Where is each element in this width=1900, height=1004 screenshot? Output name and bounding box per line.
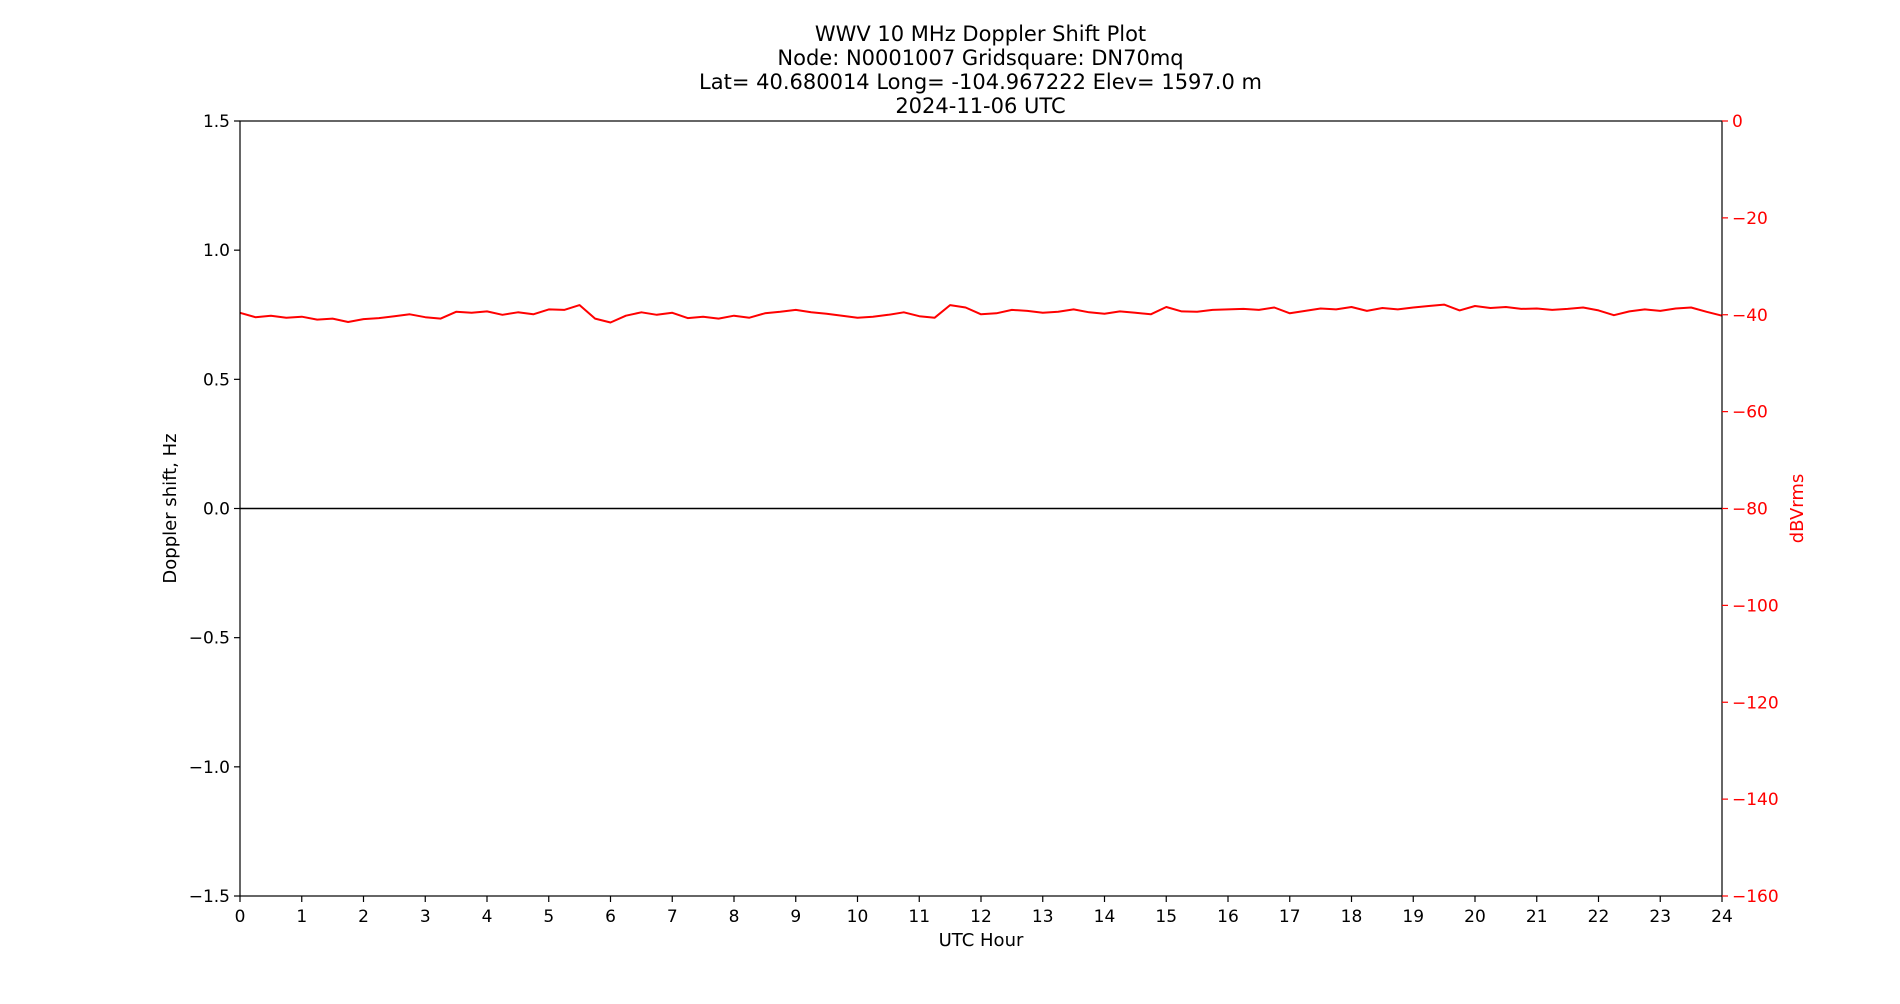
x-tick-label: 22: [1588, 907, 1610, 927]
x-axis-label: UTC Hour: [939, 930, 1024, 951]
chart-subtitle-node: Node: N0001007 Gridsquare: DN70mq: [777, 46, 1184, 70]
y-axis-label: Doppler shift, Hz: [160, 433, 181, 583]
y2-axis-label: dBVrms: [1787, 474, 1808, 544]
y2-tick-label: −80: [1732, 500, 1768, 520]
y-tick-label: 0.0: [203, 500, 230, 520]
x-tick-label: 2: [358, 907, 369, 927]
y2-axis-ticks: 0 −20 −40 −60 −80 −100 −120 −140 −160: [1722, 112, 1779, 907]
y2-tick-label: −20: [1732, 209, 1768, 229]
x-tick-label: 5: [543, 907, 554, 927]
x-tick-label: 17: [1279, 907, 1301, 927]
chart-subtitle-date: 2024-11-06 UTC: [895, 94, 1066, 118]
y-tick-label: −1.5: [189, 887, 230, 907]
y2-tick-label: 0: [1732, 112, 1743, 132]
x-tick-label: 12: [970, 907, 992, 927]
x-axis-ticks: 0 1 2 3 4 5 6 7 8 9 10 11 12 13 14 15 16 17 18 19 20 21 22 23 24: [235, 896, 1733, 927]
x-tick-label: 19: [1402, 907, 1424, 927]
y2-tick-label: −60: [1732, 403, 1768, 423]
x-tick-label: 18: [1341, 907, 1363, 927]
x-tick-label: 14: [1094, 907, 1116, 927]
y2-tick-label: −120: [1732, 693, 1779, 713]
y2-tick-label: −140: [1732, 790, 1779, 810]
x-tick-label: 7: [667, 907, 678, 927]
x-tick-label: 24: [1711, 907, 1733, 927]
x-tick-label: 15: [1155, 907, 1177, 927]
y-tick-label: −0.5: [189, 629, 230, 649]
power-series-line: [239, 303, 1723, 324]
y2-tick-label: −40: [1732, 306, 1768, 326]
y-tick-label: 1.0: [203, 241, 230, 261]
x-tick-label: 10: [847, 907, 869, 927]
y-tick-label: 1.5: [203, 112, 230, 132]
y-axis-ticks: 1.5 1.0 0.5 0.0 −0.5 −1.0 −1.5: [189, 112, 240, 907]
x-tick-label: 3: [420, 907, 431, 927]
chart-subtitle-location: Lat= 40.680014 Long= -104.967222 Elev= 1…: [699, 70, 1262, 94]
x-tick-label: 13: [1032, 907, 1054, 927]
x-tick-label: 21: [1526, 907, 1548, 927]
x-tick-label: 20: [1464, 907, 1486, 927]
y-tick-label: −1.0: [189, 758, 230, 778]
x-tick-label: 4: [482, 907, 493, 927]
y2-tick-label: −100: [1732, 596, 1779, 616]
x-tick-label: 6: [605, 907, 616, 927]
x-tick-label: 8: [729, 907, 740, 927]
x-tick-label: 9: [790, 907, 801, 927]
y-tick-label: 0.5: [203, 370, 230, 390]
series-layer: [239, 303, 1723, 510]
chart-title: WWV 10 MHz Doppler Shift Plot: [814, 22, 1147, 46]
x-tick-label: 11: [908, 907, 930, 927]
x-tick-label: 1: [296, 907, 307, 927]
x-tick-label: 16: [1217, 907, 1239, 927]
x-tick-label: 23: [1649, 907, 1671, 927]
y2-tick-label: −160: [1732, 887, 1779, 907]
x-tick-label: 0: [235, 907, 246, 927]
